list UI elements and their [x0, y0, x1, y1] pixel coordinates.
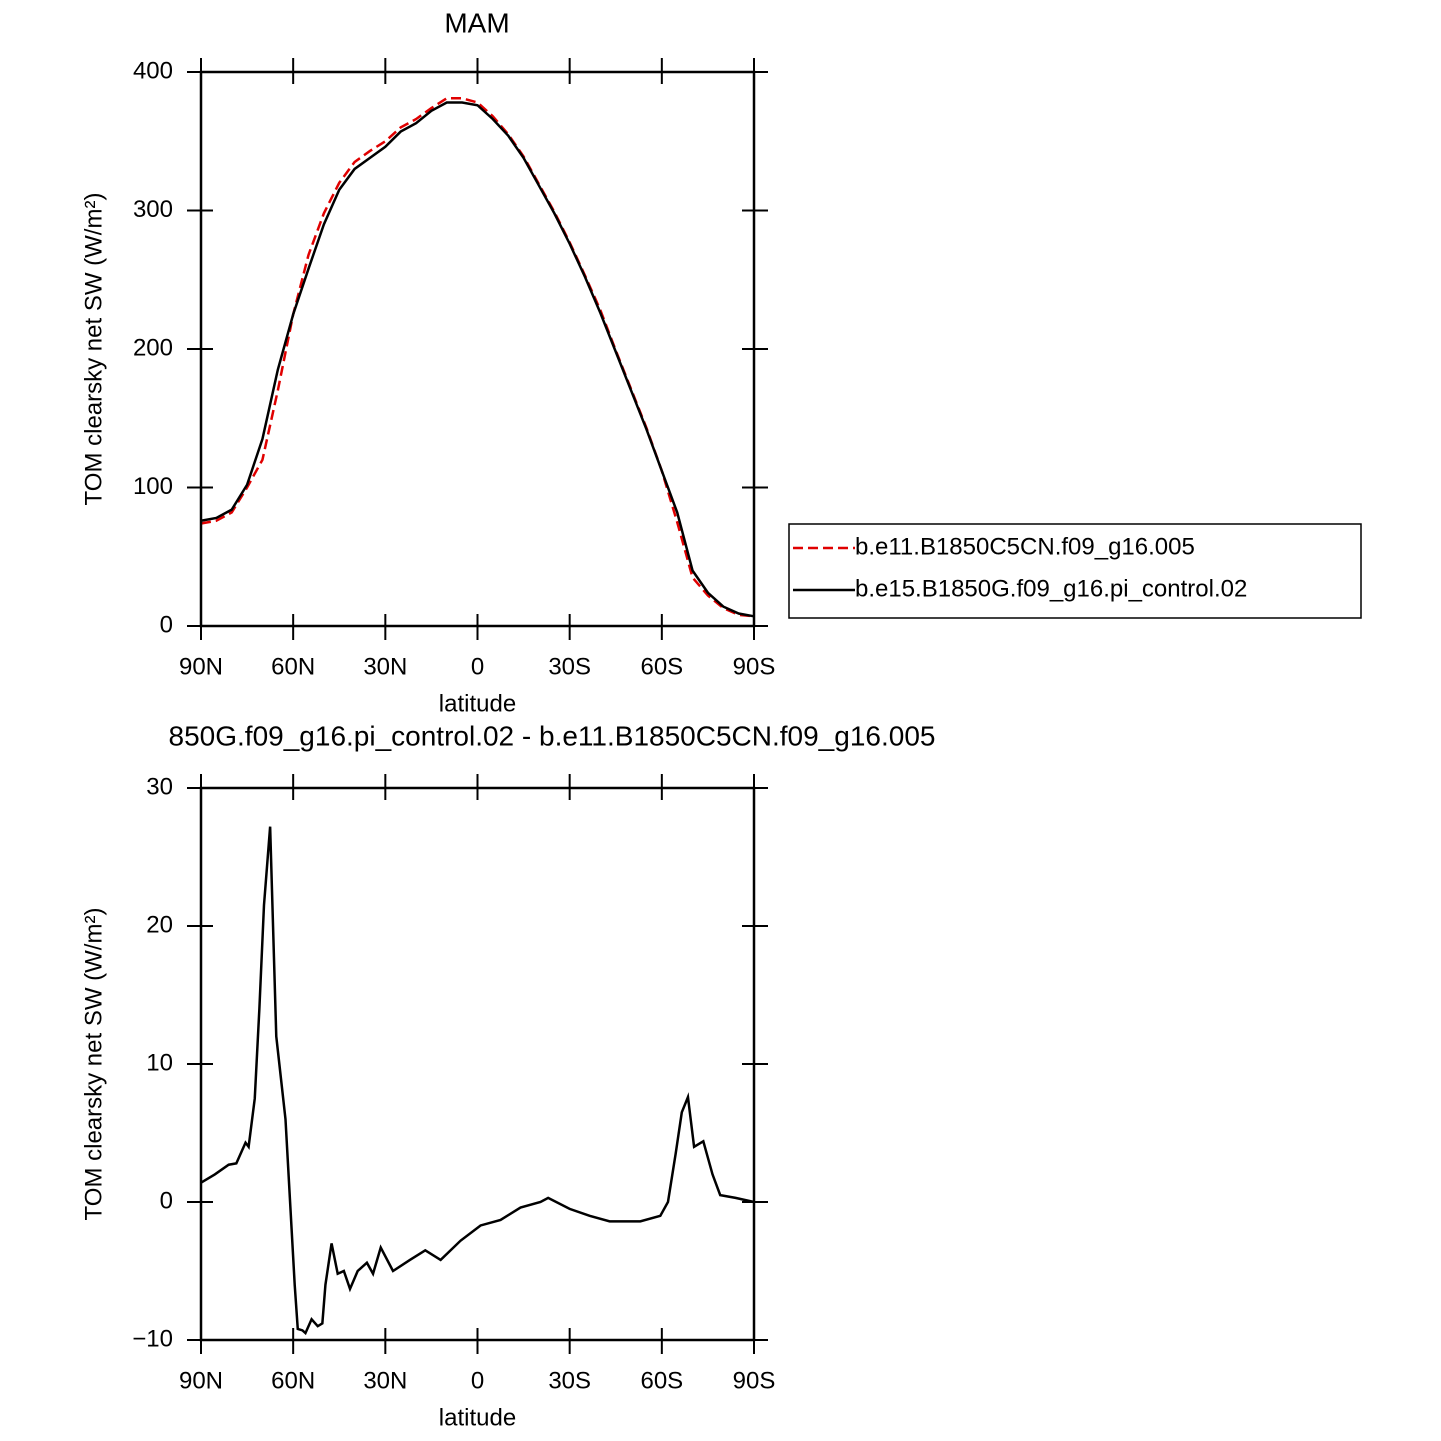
x-tick-label: 0 — [471, 1367, 484, 1394]
y-axis-label: TOM clearsky net SW (W/m²) — [80, 908, 107, 1221]
x-tick-label: 30S — [548, 1367, 591, 1394]
legend-label: b.e11.B1850C5CN.f09_g16.005 — [855, 533, 1195, 560]
x-axis-label: latitude — [439, 690, 516, 717]
chart-title: MAM — [444, 7, 509, 38]
y-tick-label: 0 — [160, 1187, 173, 1214]
x-tick-label: 30S — [548, 653, 591, 680]
y-tick-label: 300 — [133, 196, 173, 223]
data-line — [200, 101, 755, 618]
x-tick-label: 30N — [363, 1367, 407, 1394]
y-tick-label: 0 — [160, 611, 173, 638]
y-tick-label: 200 — [133, 334, 173, 361]
x-tick-label: 90S — [733, 653, 776, 680]
legend-box — [788, 523, 1362, 619]
chart-title: 850G.f09_g16.pi_control.02 - b.e11.B1850… — [169, 720, 936, 751]
x-tick-label: 90S — [733, 1367, 776, 1394]
y-tick-label: 30 — [146, 773, 173, 800]
y-tick-label: −10 — [132, 1325, 173, 1352]
x-tick-label: 30N — [363, 653, 407, 680]
data-line — [200, 97, 755, 618]
plot-frame — [199, 70, 756, 628]
x-tick-label: 90N — [179, 1367, 223, 1394]
y-tick-label: 20 — [146, 911, 173, 938]
plot-frame — [199, 786, 756, 1342]
y-tick-label: 400 — [133, 57, 173, 84]
legend-label: b.e15.B1850G.f09_g16.pi_control.02 — [855, 575, 1247, 602]
x-tick-label: 90N — [179, 653, 223, 680]
y-axis-label: TOM clearsky net SW (W/m²) — [80, 193, 107, 506]
data-line — [200, 826, 755, 1336]
x-tick-label: 60N — [271, 653, 315, 680]
x-axis-label: latitude — [439, 1404, 516, 1431]
y-tick-label: 10 — [146, 1049, 173, 1076]
y-tick-label: 100 — [133, 473, 173, 500]
x-tick-label: 60S — [640, 1367, 683, 1394]
x-tick-label: 0 — [471, 653, 484, 680]
x-tick-label: 60S — [640, 653, 683, 680]
x-tick-label: 60N — [271, 1367, 315, 1394]
